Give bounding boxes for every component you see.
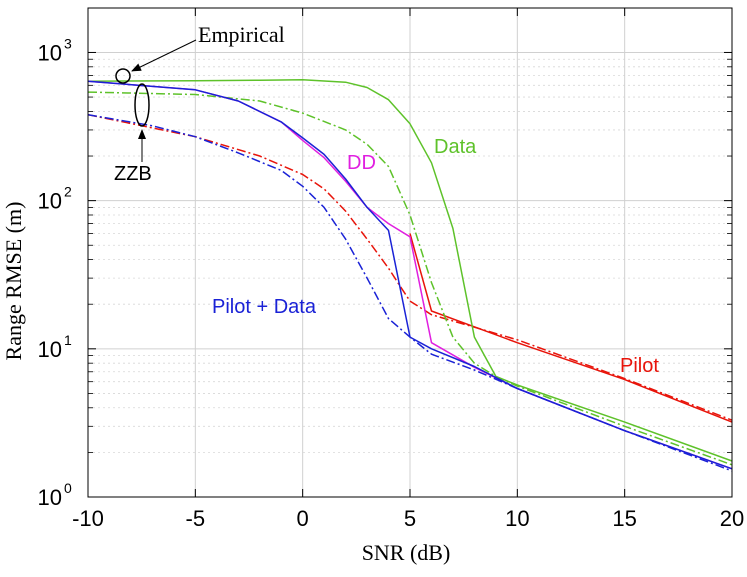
series-pilot-data-zzb (87, 113, 733, 472)
y-tick-exponent: 1 (64, 332, 72, 348)
series-data-empirical (87, 78, 733, 462)
x-tick-label: 5 (404, 506, 416, 531)
label-empirical: Empirical (198, 22, 285, 47)
series-pilot-empirical (409, 233, 733, 423)
series-pilot-zzb (87, 113, 733, 421)
x-axis-title: SNR (dB) (362, 540, 451, 565)
series-lines (87, 78, 733, 472)
y-tick-label: 10 (38, 337, 62, 362)
y-tick-exponent: 3 (64, 35, 72, 51)
y-tick-label: 10 (38, 485, 62, 510)
series-pilot-data-empirical (87, 80, 733, 470)
label-data: Data (434, 136, 477, 158)
y-axis-title: Range RMSE (m) (1, 202, 26, 361)
y-tick-exponent: 0 (64, 480, 72, 496)
x-tick-label: 15 (612, 506, 636, 531)
x-tick-label: 20 (720, 506, 744, 531)
x-tick-label: -10 (72, 506, 104, 531)
label-pilot-data: Pilot + Data (212, 296, 317, 318)
x-tick-label: 0 (297, 506, 309, 531)
empirical-arrow (131, 39, 197, 72)
y-tick-exponent: 2 (64, 184, 72, 200)
empirical-marker-circle (115, 68, 131, 84)
label-pilot: Pilot (620, 355, 659, 377)
x-tick-label: 10 (505, 506, 529, 531)
label-dd: DD (347, 152, 376, 174)
y-tick-label: 10 (38, 189, 62, 214)
x-tick-label: -5 (186, 506, 206, 531)
y-tick-label: 10 (38, 40, 62, 65)
label-zzb: ZZB (114, 163, 152, 185)
annotations (115, 39, 197, 162)
grid (87, 8, 733, 498)
zzb-marker-ellipse (134, 83, 150, 127)
